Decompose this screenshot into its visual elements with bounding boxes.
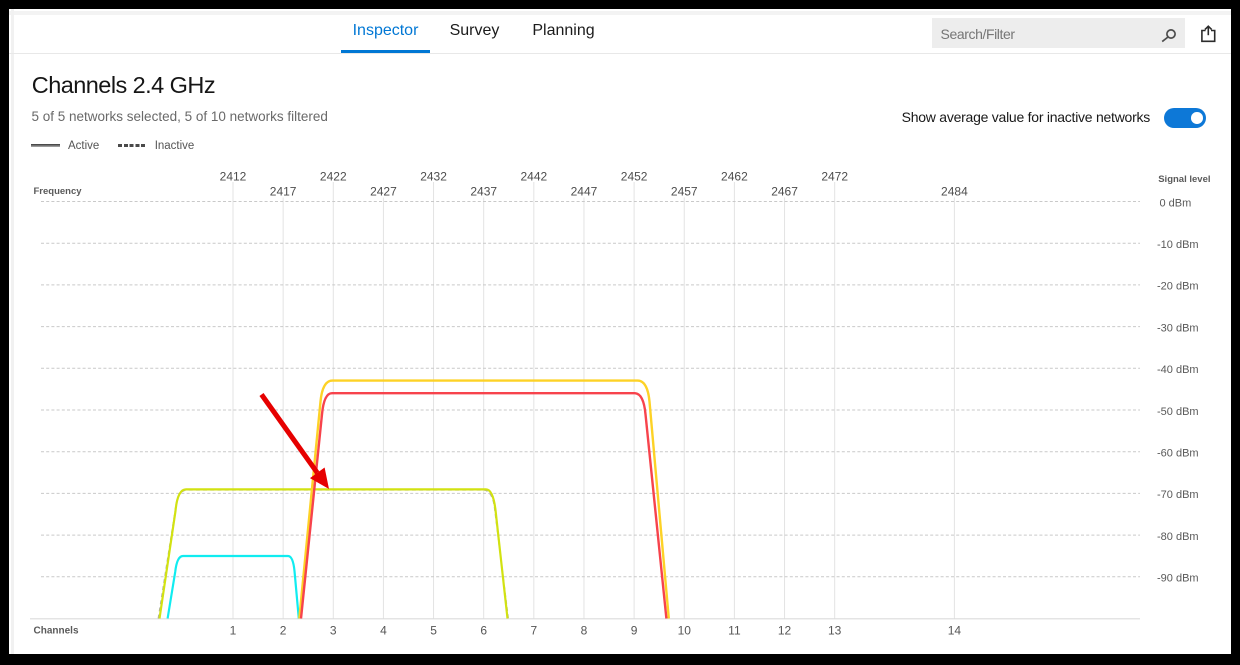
svg-text:2447: 2447 <box>571 185 598 199</box>
svg-text:5: 5 <box>430 624 437 638</box>
svg-text:1: 1 <box>230 624 237 638</box>
svg-text:0 dBm: 0 dBm <box>1160 197 1192 209</box>
svg-text:2432: 2432 <box>420 170 447 184</box>
svg-text:4: 4 <box>380 624 387 638</box>
svg-text:11: 11 <box>728 624 741 638</box>
svg-text:-90 dBm: -90 dBm <box>1157 573 1199 585</box>
svg-text:6: 6 <box>480 624 487 638</box>
svg-text:-60 dBm: -60 dBm <box>1157 448 1199 460</box>
svg-text:3: 3 <box>330 624 337 638</box>
svg-text:2457: 2457 <box>671 185 698 199</box>
svg-text:12: 12 <box>778 624 792 638</box>
svg-text:2452: 2452 <box>621 170 648 184</box>
svg-text:Frequency: Frequency <box>34 186 83 197</box>
svg-text:-10 dBm: -10 dBm <box>1157 239 1199 251</box>
svg-text:-80 dBm: -80 dBm <box>1157 531 1199 543</box>
svg-text:2442: 2442 <box>520 170 547 184</box>
svg-text:2467: 2467 <box>771 185 798 199</box>
svg-text:2484: 2484 <box>941 185 968 199</box>
svg-text:2417: 2417 <box>270 185 297 199</box>
svg-text:2412: 2412 <box>220 170 247 184</box>
svg-text:-40 dBm: -40 dBm <box>1157 364 1199 376</box>
svg-text:2422: 2422 <box>320 170 347 184</box>
svg-text:-20 dBm: -20 dBm <box>1157 281 1199 293</box>
svg-text:Signal level: Signal level <box>1158 174 1210 185</box>
svg-text:2: 2 <box>280 624 287 638</box>
svg-text:2437: 2437 <box>470 185 497 199</box>
svg-text:13: 13 <box>828 624 842 638</box>
svg-text:2472: 2472 <box>821 170 848 184</box>
svg-text:9: 9 <box>631 624 638 638</box>
svg-text:10: 10 <box>678 624 692 638</box>
svg-text:2462: 2462 <box>721 170 748 184</box>
svg-text:-30 dBm: -30 dBm <box>1157 322 1199 334</box>
svg-text:-70 dBm: -70 dBm <box>1157 489 1199 501</box>
svg-text:2427: 2427 <box>370 185 397 199</box>
svg-text:7: 7 <box>530 624 537 638</box>
svg-text:Channels: Channels <box>34 626 79 637</box>
svg-text:8: 8 <box>581 624 588 638</box>
svg-text:-50 dBm: -50 dBm <box>1157 406 1199 418</box>
svg-text:14: 14 <box>948 624 962 638</box>
